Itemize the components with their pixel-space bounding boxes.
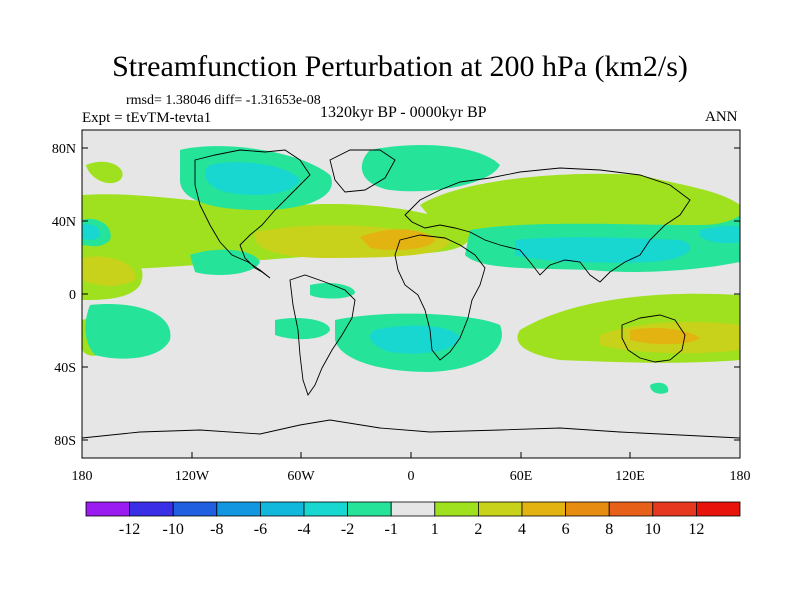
africa-coast	[394, 234, 486, 361]
colorbar-label: 4	[518, 521, 526, 538]
colorbar-swatch	[565, 501, 610, 517]
colorbar-labels: -12 -10 -8 -6 -4 -2 -1 1 2 4 6 8 10 12	[119, 521, 704, 538]
colorbar-label: 1	[431, 521, 439, 538]
colorbar-label: 12	[688, 521, 704, 538]
experiment-label: Expt = tEvTM-tevta1	[82, 110, 212, 126]
colorbar-label: 10	[645, 521, 661, 538]
lon-label: 120E	[615, 469, 645, 484]
colorbar-swatch	[652, 501, 697, 517]
lon-label: 180	[72, 469, 93, 484]
lon-axis: 180 120W 60W 0 60E 120E 180	[72, 469, 751, 484]
positive-anomaly-4	[360, 229, 700, 345]
colorbar-label: -2	[341, 521, 354, 538]
lat-label: 40N	[52, 215, 76, 230]
colorbar-label: -4	[297, 521, 310, 538]
colorbar-label: -1	[385, 521, 398, 538]
lon-label: 60E	[510, 469, 533, 484]
colorbar-label: -8	[210, 521, 223, 538]
lon-label: 0	[408, 469, 415, 484]
colorbar-swatch	[434, 501, 479, 517]
colorbar-swatch	[347, 501, 392, 517]
colorbar-label: -6	[254, 521, 267, 538]
colorbar-swatch	[303, 501, 348, 517]
south-america-coast	[289, 274, 356, 396]
lat-label: 80S	[54, 434, 76, 449]
negative-anomaly-2	[82, 162, 740, 354]
colorbar-label: 8	[605, 521, 613, 538]
lat-label: 40S	[54, 361, 76, 376]
europe-asia-coast	[404, 167, 691, 283]
antarctica-coast	[82, 419, 740, 439]
colorbar-label: -12	[119, 521, 140, 538]
lat-label: 0	[69, 288, 76, 303]
australia-coast	[621, 314, 686, 363]
colorbar-swatch	[608, 501, 654, 517]
colorbar-swatch	[259, 501, 305, 517]
colorbar-swatch	[172, 501, 218, 517]
colorbar-swatch	[696, 501, 741, 517]
greenland-coast	[329, 149, 396, 193]
colorbar-swatch	[477, 501, 523, 517]
north-america-coast	[194, 149, 311, 279]
colorbar-label: 2	[474, 521, 482, 538]
colorbar-swatch	[216, 501, 261, 517]
colorbar-swatch	[390, 501, 436, 517]
lat-label: 80N	[52, 142, 76, 157]
lon-label: 60W	[287, 469, 315, 484]
lat-axis: 80N 40N 0 40S 80S	[52, 142, 76, 449]
stats-label: rmsd= 1.38046 diff= -1.31653e-08	[126, 93, 321, 108]
colorbar-label: 6	[562, 521, 570, 538]
tick-marks	[81, 147, 741, 458]
contour-fields	[82, 145, 740, 394]
period-label: 1320kyr BP - 0000kyr BP	[320, 104, 487, 121]
colorbar-swatch	[129, 501, 174, 517]
coastlines	[82, 149, 740, 439]
season-label: ANN	[705, 109, 738, 125]
colorbar-swatch	[85, 501, 130, 517]
colorbar	[85, 501, 741, 517]
colorbar-label: -10	[163, 521, 184, 538]
lon-label: 120W	[175, 469, 210, 484]
lon-label: 180	[730, 469, 751, 484]
chart-title: Streamfunction Perturbation at 200 hPa (…	[112, 50, 688, 83]
colorbar-swatch	[521, 501, 566, 517]
